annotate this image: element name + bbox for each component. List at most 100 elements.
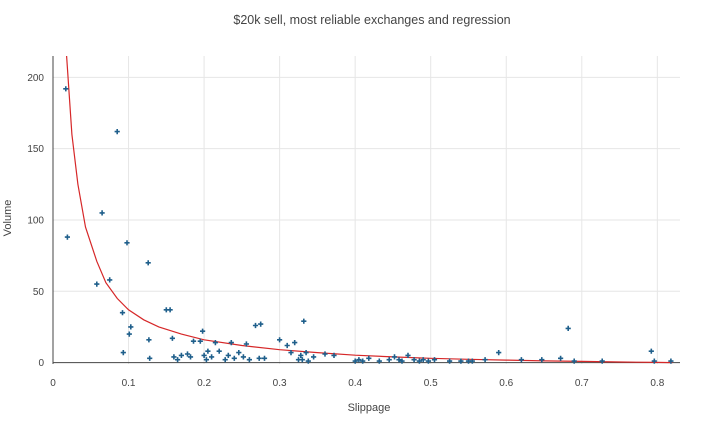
data-point xyxy=(571,358,577,364)
data-point xyxy=(147,355,153,361)
x-tick-label: 0.5 xyxy=(424,378,438,389)
data-point xyxy=(458,358,464,364)
data-point xyxy=(99,210,105,216)
data-point xyxy=(431,357,438,363)
data-point xyxy=(352,358,358,364)
data-point xyxy=(258,321,264,327)
data-point xyxy=(209,354,215,360)
axes xyxy=(52,56,680,364)
data-point xyxy=(411,357,417,363)
data-point xyxy=(311,354,317,360)
data-point xyxy=(482,357,488,363)
regression-line xyxy=(66,55,673,364)
data-point xyxy=(391,354,398,360)
data-point xyxy=(225,352,231,358)
regression-layer xyxy=(66,55,673,364)
y-tick-label: 100 xyxy=(27,215,44,226)
data-point xyxy=(190,338,197,344)
y-tick-label: 50 xyxy=(33,287,45,298)
grid xyxy=(53,56,680,364)
data-point xyxy=(126,331,132,337)
data-point xyxy=(651,358,657,364)
data-point xyxy=(518,357,524,363)
data-point xyxy=(231,355,237,361)
data-point xyxy=(301,318,307,324)
data-point xyxy=(184,351,191,357)
data-point xyxy=(356,357,362,363)
data-point xyxy=(303,350,309,356)
x-tick-label: 0 xyxy=(50,378,56,389)
data-point xyxy=(205,348,211,354)
data-point xyxy=(331,352,337,358)
data-point xyxy=(114,129,120,135)
y-tick-label: 150 xyxy=(27,144,44,155)
data-point xyxy=(261,355,268,361)
data-point xyxy=(228,340,234,346)
data-point xyxy=(107,277,113,283)
data-point xyxy=(648,348,654,354)
data-point xyxy=(167,307,173,313)
data-point xyxy=(169,335,175,341)
x-tick-label: 0.8 xyxy=(650,378,664,389)
data-point xyxy=(203,357,209,363)
x-tick-label: 0.3 xyxy=(273,378,287,389)
data-point xyxy=(399,358,405,364)
data-point xyxy=(322,351,328,357)
data-point xyxy=(175,357,181,363)
x-tick-label: 0.1 xyxy=(122,378,136,389)
data-point xyxy=(565,325,571,331)
data-point xyxy=(305,358,311,364)
data-point xyxy=(366,355,372,361)
data-point xyxy=(256,355,262,361)
data-point xyxy=(201,352,207,358)
data-point xyxy=(128,324,134,330)
data-point xyxy=(298,352,304,358)
data-point xyxy=(200,328,206,334)
data-point xyxy=(187,354,194,360)
data-point xyxy=(386,357,392,363)
chart-title: $20k sell, most reliable exchanges and r… xyxy=(233,13,510,27)
data-point xyxy=(447,358,453,364)
data-point xyxy=(63,86,69,92)
data-point xyxy=(539,357,545,363)
data-point xyxy=(396,357,402,363)
data-point xyxy=(668,358,674,364)
data-point xyxy=(292,340,298,346)
data-point xyxy=(599,358,605,364)
data-point xyxy=(277,337,283,343)
data-point xyxy=(236,350,242,356)
data-point xyxy=(171,354,177,360)
data-point xyxy=(197,338,203,344)
x-tick-label: 0.4 xyxy=(348,378,362,389)
x-tick-label: 0.2 xyxy=(197,378,211,389)
data-point xyxy=(416,358,422,364)
x-tick-label: 0.6 xyxy=(499,378,513,389)
data-point xyxy=(246,357,252,363)
x-tick-label: 0.7 xyxy=(575,378,589,389)
data-point xyxy=(240,354,246,360)
data-point xyxy=(252,322,259,329)
data-point xyxy=(299,357,305,363)
points-layer xyxy=(63,86,674,364)
data-point xyxy=(558,355,564,361)
data-point xyxy=(145,260,151,266)
y-tick-label: 200 xyxy=(27,73,44,84)
data-point xyxy=(360,358,366,364)
data-point xyxy=(405,352,411,358)
y-tick-label: 0 xyxy=(38,358,44,369)
data-point xyxy=(222,357,228,363)
data-point xyxy=(120,350,126,356)
data-point xyxy=(64,234,70,240)
x-tick-labels: 0 0.1 0.2 0.3 0.4 0.5 0.6 0.7 0.8 xyxy=(50,378,665,389)
y-axis-title: Volume xyxy=(2,200,14,237)
data-point xyxy=(216,348,222,354)
data-point xyxy=(420,357,426,363)
y-tick-labels: 0 50 100 150 200 xyxy=(27,73,44,369)
data-point xyxy=(243,341,249,347)
data-point xyxy=(124,240,130,246)
data-point xyxy=(496,350,502,356)
data-point xyxy=(212,340,218,346)
